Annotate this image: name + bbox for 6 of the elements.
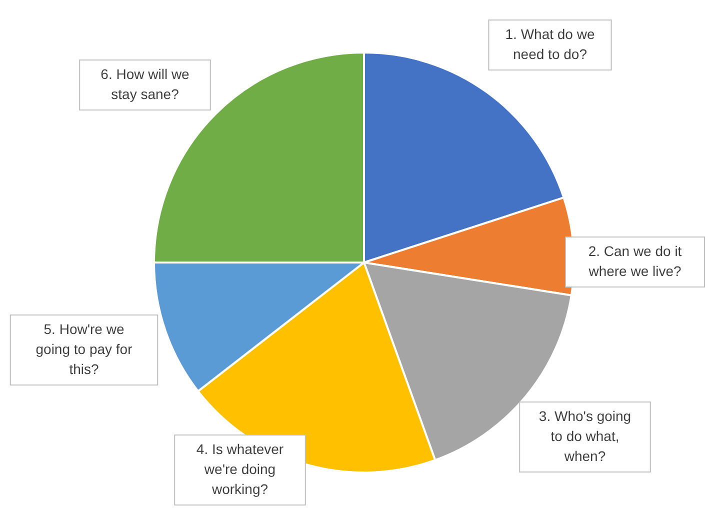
slice-label: 1. What do we need to do? bbox=[505, 26, 595, 62]
slice-label: 2. Can we do it where we live? bbox=[588, 243, 682, 279]
slice-label: 5. How're we going to pay for this? bbox=[36, 321, 133, 377]
slice-label: 6. How will we stay sane? bbox=[100, 66, 190, 102]
slice-label: 3. Who's going to do what, when? bbox=[538, 408, 632, 464]
slice-label: 4. Is whatever we're doing working? bbox=[196, 441, 284, 497]
